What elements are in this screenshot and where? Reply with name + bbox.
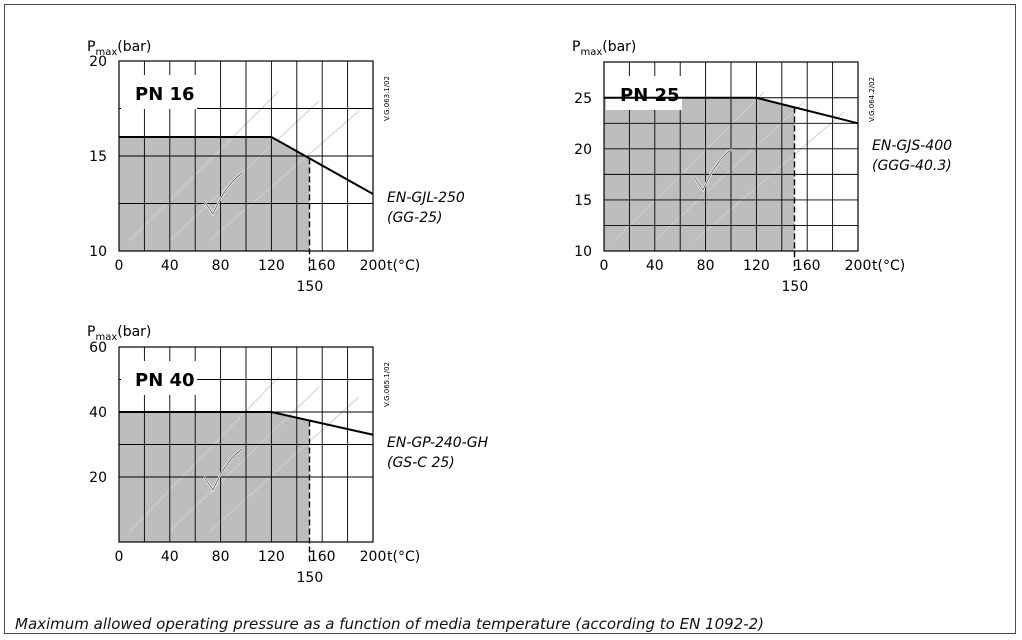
- y-tick-label: 40: [89, 405, 107, 421]
- plot-frame: [603, 61, 859, 252]
- area-sheen-line: [208, 396, 360, 533]
- plot-frame: [118, 346, 374, 543]
- x-axis-label: t(°C): [387, 258, 420, 274]
- material-alt-label: (GS-C 25): [387, 455, 455, 471]
- reference-code: V.G.064.2/02: [868, 77, 876, 122]
- reference-code: V.G.063.1/02: [383, 76, 391, 121]
- area-sheen-line: [128, 90, 280, 242]
- x-tick-label: 200: [360, 258, 387, 274]
- figure-caption: Maximum allowed operating pressure as a …: [15, 615, 765, 633]
- temp-limit-label: 150: [297, 279, 324, 295]
- y-axis-label-unit: (bar): [602, 39, 636, 55]
- y-axis-label-unit: (bar): [117, 39, 151, 55]
- pn-label-bg: [121, 361, 197, 395]
- y-tick-label: 20: [89, 54, 107, 70]
- x-axis-label: t(°C): [387, 549, 420, 565]
- y-tick-label: 15: [574, 193, 592, 209]
- y-axis-label-main: P: [87, 324, 95, 340]
- y-axis-label-main: P: [87, 39, 95, 55]
- x-tick-label: 80: [212, 258, 230, 274]
- plot-frame: [118, 60, 374, 252]
- temp-limit-label: 150: [782, 279, 809, 295]
- material-label: EN-GJS-400: [872, 138, 952, 154]
- x-tick-label: 80: [697, 258, 715, 274]
- y-axis-label: Pmax(bar): [572, 39, 636, 58]
- y-axis-label-unit: (bar): [117, 324, 151, 340]
- allowed-area: [119, 137, 310, 251]
- y-tick-label: 10: [89, 244, 107, 260]
- x-tick-label: 40: [161, 549, 179, 565]
- pressure-curve: [119, 411, 374, 436]
- y-axis-label: Pmax(bar): [87, 324, 151, 343]
- material-label: EN-GJL-250: [387, 190, 465, 206]
- x-tick-label: 0: [115, 258, 124, 274]
- pn-label-bg: [121, 75, 197, 109]
- area-sheen-line: [168, 386, 320, 533]
- area-sheen-line: [653, 101, 805, 242]
- x-tick-label: 160: [794, 258, 821, 274]
- x-tick-label: 120: [743, 258, 770, 274]
- area-sheen-line: [613, 91, 765, 242]
- x-tick-label: 200: [360, 549, 387, 565]
- x-tick-label: 200: [845, 258, 872, 274]
- checkmark-outline: [203, 448, 243, 491]
- y-tick-label: 60: [89, 340, 107, 356]
- y-axis-label-sub: max: [95, 332, 117, 343]
- x-tick-label: 160: [309, 258, 336, 274]
- pn-rating-label: PN 40: [135, 370, 195, 391]
- x-tick-label: 0: [600, 258, 609, 274]
- y-axis-label-main: P: [572, 39, 580, 55]
- figure-frame: PN 16 150 0 40 80 120 160 200 t(°C) 10 15 20 Pmax(ba…: [4, 4, 1016, 634]
- temp-limit-label: 150: [297, 570, 324, 586]
- y-tick-label: 10: [574, 244, 592, 260]
- y-axis-label: Pmax(bar): [87, 39, 151, 58]
- x-tick-label: 120: [258, 549, 285, 565]
- x-axis-label: t(°C): [872, 258, 905, 274]
- area-sheen-line: [168, 100, 320, 242]
- pressure-curve: [119, 136, 374, 195]
- pressure-curve: [604, 96, 859, 125]
- material-label: EN-GP-240-GH: [387, 435, 489, 451]
- chart-1: PN 16 150 0 40 80 120 160 200 t(°C) 10 15 20Pmax(ba…: [87, 39, 465, 295]
- y-axis-label-sub: max: [95, 47, 117, 58]
- x-tick-label: 80: [212, 549, 230, 565]
- area-sheen-line: [208, 110, 360, 242]
- area-sheen-line: [693, 111, 845, 242]
- checkmark-outline: [693, 148, 733, 191]
- y-axis-label-sub: max: [580, 47, 602, 58]
- x-tick-label: 40: [646, 258, 664, 274]
- y-tick-label: 15: [89, 149, 107, 165]
- pn-rating-label: PN 25: [620, 85, 680, 106]
- material-alt-label: (GG-25): [387, 210, 443, 226]
- x-tick-label: 160: [309, 549, 336, 565]
- chart-3: PN 40 150 0 40 80 120 160 200 t(°C) 20 40 60Pmax(ba…: [87, 324, 489, 586]
- x-tick-label: 40: [161, 258, 179, 274]
- y-tick-label: 20: [574, 142, 592, 158]
- pn-label-bg: [606, 76, 682, 110]
- y-tick-label: 25: [574, 91, 592, 107]
- pn-rating-label: PN 16: [135, 84, 195, 105]
- y-tick-label: 20: [89, 470, 107, 486]
- x-tick-label: 0: [115, 549, 124, 565]
- reference-code: V.G.065.1/02: [383, 362, 391, 407]
- x-tick-label: 120: [258, 258, 285, 274]
- material-alt-label: (GGG-40.3): [872, 158, 952, 174]
- area-sheen-line: [128, 376, 280, 533]
- checkmark-outline: [203, 172, 243, 215]
